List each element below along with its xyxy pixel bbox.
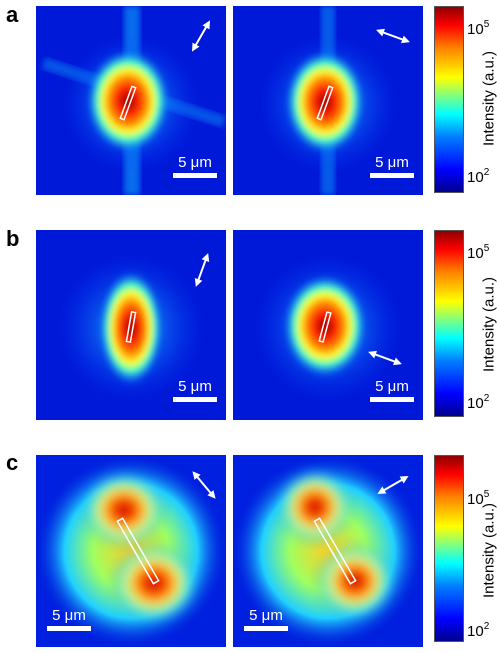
image-panel-c-left: 5 μm <box>36 455 226 647</box>
colorbar-top-tick: 105 <box>467 489 490 508</box>
colorbar-label: Intensity (a.u.) <box>480 50 497 147</box>
scale-bar: 5 μm <box>367 378 417 402</box>
colorbar-bottom-tick: 102 <box>467 621 490 640</box>
image-panel-b-left: 5 μm <box>36 230 226 420</box>
colorbar-b <box>434 230 464 417</box>
intensity-map-a-right <box>233 6 423 195</box>
colorbar-bottom-tick: 102 <box>467 167 490 186</box>
colorbar-top-tick: 105 <box>467 19 490 38</box>
polarization-arrow-icon <box>192 20 210 52</box>
scale-bar: 5 μm <box>44 607 94 631</box>
colorbar-label: Intensity (a.u.) <box>480 276 497 373</box>
scale-bar: 5 μm <box>241 607 291 631</box>
panel-letter-c: c <box>6 450 19 475</box>
polarization-arrow-icon <box>377 476 409 494</box>
intensity-map-b-left <box>36 230 226 420</box>
polarization-arrow-icon <box>368 350 402 366</box>
panel-letter-a: a <box>6 2 19 27</box>
scale-bar: 5 μm <box>170 154 220 178</box>
image-panel-b-right: 5 μm <box>233 230 423 420</box>
colorbar-bottom-tick: 102 <box>467 393 490 412</box>
polarization-arrow-icon <box>192 471 216 499</box>
intensity-map-a-left <box>36 6 226 195</box>
image-panel-c-right: 5 μm <box>233 455 423 647</box>
intensity-map-b-right <box>233 230 423 420</box>
polarization-arrow-icon <box>376 28 410 44</box>
colorbar-label: Intensity (a.u.) <box>480 502 497 599</box>
panel-letter-b: b <box>6 226 20 251</box>
image-panel-a-right: 5 μm <box>233 6 423 195</box>
colorbar-a <box>434 6 464 193</box>
scale-bar: 5 μm <box>170 378 220 402</box>
polarization-arrow-icon <box>194 253 210 287</box>
intensity-map-c-left <box>36 455 226 647</box>
scale-bar: 5 μm <box>367 154 417 178</box>
colorbar-top-tick: 105 <box>467 243 490 262</box>
image-panel-a-left: 5 μm <box>36 6 226 195</box>
intensity-map-c-right <box>233 455 423 647</box>
colorbar-c <box>434 455 464 642</box>
